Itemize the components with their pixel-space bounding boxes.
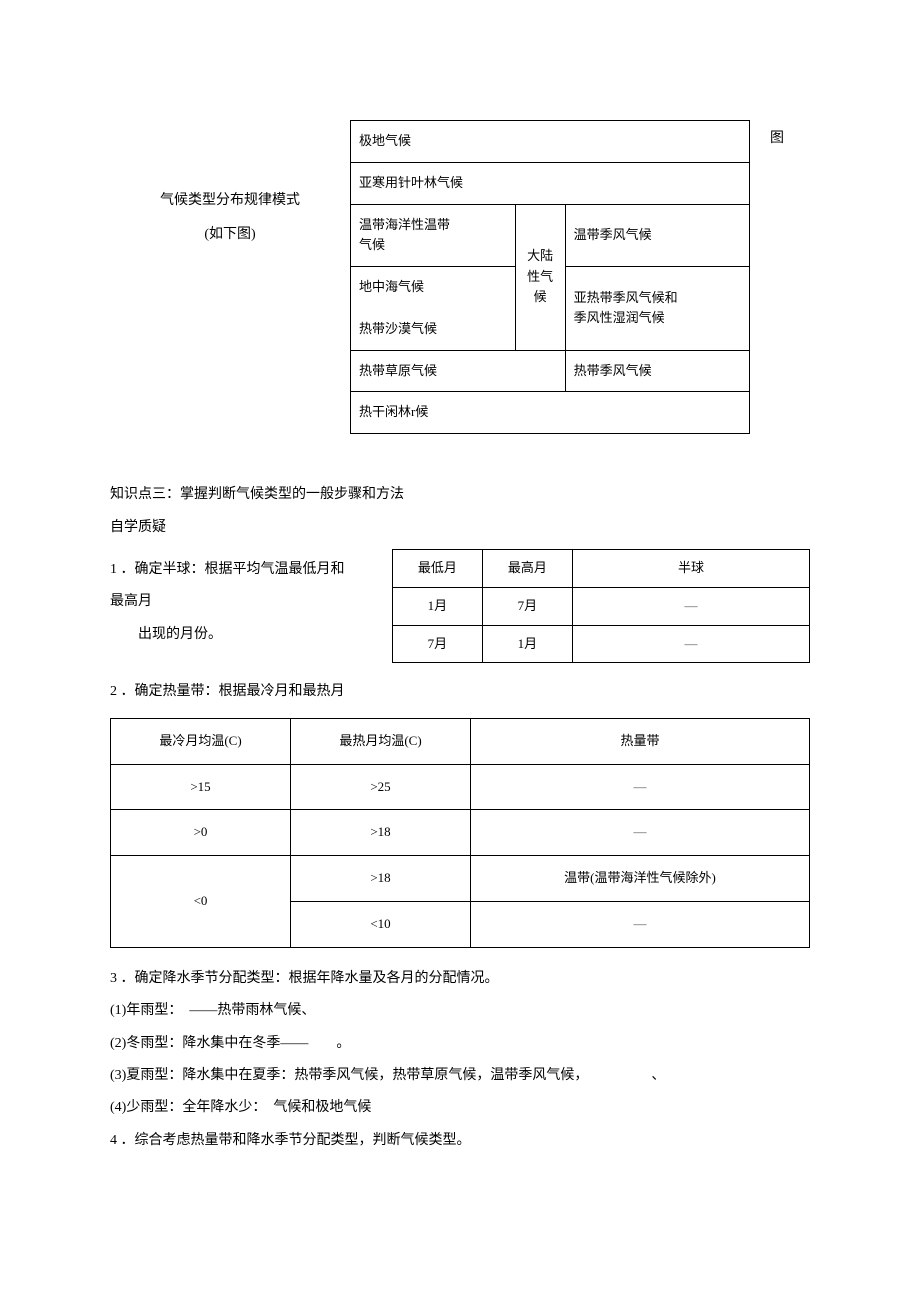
step1-line-a: 1 ．确定半球：根据平均气温最低月和 bbox=[110, 559, 392, 581]
t3-r3c3: 温带(温带海洋性气候除外) bbox=[471, 856, 810, 902]
t3-r1c2: >25 bbox=[291, 764, 471, 810]
t3-r3c1: <0 bbox=[111, 856, 291, 948]
climate-row-polar: 极地气候 bbox=[351, 121, 750, 163]
t3-r1c1: >15 bbox=[111, 764, 291, 810]
txt: 热带沙漠气候 bbox=[359, 321, 437, 336]
climate-savanna: 热带草原气候 bbox=[351, 350, 566, 392]
climate-layout-table: 极地气候 亚寒用针叶林气候 温带海洋性温带 气候 大陆 性气 候 温带季风气候 … bbox=[350, 120, 750, 434]
climate-continental-col: 大陆 性气 候 bbox=[515, 204, 565, 350]
hemisphere-table: 最低月 最高月 半球 1月 7月 — 7月 1月 — bbox=[392, 549, 810, 663]
txt: 大陆 bbox=[527, 248, 553, 263]
step1-line-c: 出现的月份。 bbox=[110, 624, 392, 646]
t2-r2c2: 1月 bbox=[482, 625, 572, 663]
t3-h3: 热量带 bbox=[471, 718, 810, 764]
t2-h3: 半球 bbox=[572, 549, 809, 587]
t3-r4c2: <10 bbox=[291, 901, 471, 947]
climate-rainforest: 热干闲林r候 bbox=[351, 392, 750, 434]
step3: 3 ．确定降水季节分配类型：根据年降水量及各月的分配情况。 bbox=[110, 968, 810, 990]
t3-r2c2: >18 bbox=[291, 810, 471, 856]
t3-r1c3: — bbox=[471, 764, 810, 810]
t3-r3c2: >18 bbox=[291, 856, 471, 902]
climate-row-subarctic: 亚寒用针叶林气候 bbox=[351, 162, 750, 204]
heat-zone-table: 最冷月均温(C) 最热月均温(C) 热量带 >15 >25 — >0 >18 —… bbox=[110, 718, 810, 948]
figure-label: 图 bbox=[750, 120, 784, 150]
t2-h2: 最高月 bbox=[482, 549, 572, 587]
step1-line-b: 最高月 bbox=[110, 591, 392, 613]
self-question: 自学质疑 bbox=[110, 517, 810, 539]
climate-temperate-monsoon: 温带季风气候 bbox=[565, 204, 749, 267]
t2-r1c3: — bbox=[572, 587, 809, 625]
s3-3: (3)夏雨型：降水集中在夏季：热带季风气候，热带草原气候，温带季风气候， 、 bbox=[110, 1065, 810, 1087]
climate-temperate-oceanic: 温带海洋性温带 气候 bbox=[351, 204, 516, 267]
t3-r4c3: — bbox=[471, 901, 810, 947]
txt: 温带海洋性温带 bbox=[359, 217, 450, 232]
pattern-title-2: (如下图) bbox=[110, 224, 350, 246]
t2-r2c3: — bbox=[572, 625, 809, 663]
t3-h1: 最冷月均温(C) bbox=[111, 718, 291, 764]
t2-r1c1: 1月 bbox=[392, 587, 482, 625]
s3-2: (2)冬雨型：降水集中在冬季—— 。 bbox=[110, 1033, 810, 1055]
t2-h1: 最低月 bbox=[392, 549, 482, 587]
txt: 季风性湿润气候 bbox=[574, 310, 665, 325]
climate-med-desert: 地中海气候 热带沙漠气候 bbox=[351, 267, 516, 350]
t3-h2: 最热月均温(C) bbox=[291, 718, 471, 764]
climate-subtropical-monsoon: 亚热带季风气候和 季风性湿润气候 bbox=[565, 267, 749, 350]
s3-4: (4)少雨型：全年降水少： 气候和极地气候 bbox=[110, 1097, 810, 1119]
t2-r1c2: 7月 bbox=[482, 587, 572, 625]
t3-r2c1: >0 bbox=[111, 810, 291, 856]
pattern-title-1: 气候类型分布规律模式 bbox=[110, 190, 350, 212]
txt: 性气 bbox=[527, 269, 553, 284]
t2-r2c1: 7月 bbox=[392, 625, 482, 663]
txt: 亚热带季风气候和 bbox=[574, 290, 678, 305]
t3-r2c3: — bbox=[471, 810, 810, 856]
s3-1: (1)年雨型： ——热带雨林气候、 bbox=[110, 1000, 810, 1022]
txt: 气候 bbox=[359, 237, 385, 252]
txt: 地中海气候 bbox=[359, 279, 424, 294]
climate-tropical-monsoon: 热带季风气候 bbox=[565, 350, 749, 392]
txt: 候 bbox=[534, 289, 547, 304]
step2: 2 ．确定热量带：根据最冷月和最热月 bbox=[110, 681, 810, 703]
step4: 4 ．综合考虑热量带和降水季节分配类型，判断气候类型。 bbox=[110, 1130, 810, 1152]
kp3-title: 知识点三：掌握判断气候类型的一般步骤和方法 bbox=[110, 484, 810, 506]
